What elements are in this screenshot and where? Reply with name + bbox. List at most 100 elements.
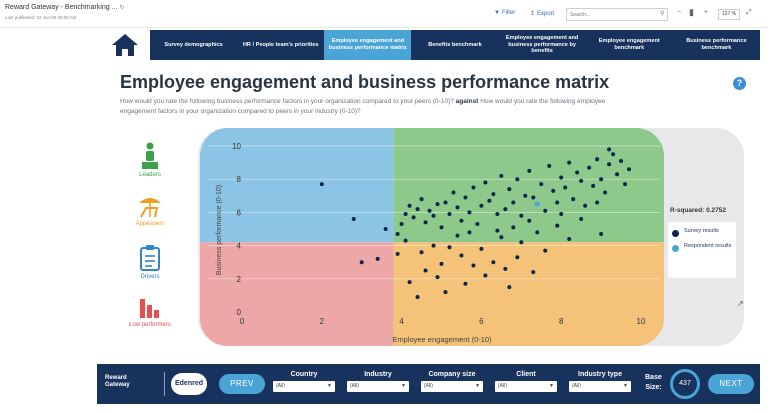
survey-point [531,270,536,275]
y-tick-label: 4 [237,242,242,251]
survey-point [515,177,520,182]
plus-icon[interactable]: + [704,9,709,16]
survey-point [487,198,492,203]
survey-point [319,182,324,187]
export-button[interactable]: ↥ Export [530,10,554,17]
search-icon[interactable]: ⚲ [660,11,665,17]
filter-label: Company size [428,371,476,378]
tab-engagement-performance-matrix[interactable]: Employee engagement and business perform… [324,30,412,60]
survey-point [543,248,548,253]
page-title: Employee engagement and business perform… [120,72,610,92]
tab-business-performance-benchmark[interactable]: Business performance benchmark [686,38,747,51]
survey-point [463,281,468,286]
tab-engagement-benchmark[interactable]: Employee engagement benchmark [598,38,660,51]
survey-point [411,215,416,220]
leader-podium-icon [142,142,158,169]
search-input[interactable] [566,8,668,21]
edenred-logo: Edenred [171,373,207,395]
x-tick-label: 4 [399,317,404,326]
survey-point [607,147,612,152]
x-axis-label: Employee engagement (0-10) [392,335,492,344]
declining-bars-icon [140,299,159,318]
zoom-level[interactable]: 137 % [718,9,740,20]
home-button[interactable] [110,32,140,58]
client-select[interactable]: (All) ▼ [495,381,557,392]
logo-divider [164,372,165,396]
tab-hr-priorities[interactable]: HR / People team's priorities [242,41,319,48]
reward-gateway-logo: Reward Gateway [105,375,130,389]
filter-industry[interactable]: Industry (All) ▼ [347,371,409,392]
base-size-label: Base Size: [645,373,662,393]
survey-point [527,168,532,173]
survey-point [567,160,572,165]
filter-button[interactable]: ▼ Filter [494,10,515,16]
survey-point [459,218,464,223]
tab-benefits-benchmark[interactable]: Benefits benchmark [428,41,482,48]
survey-point [495,228,500,233]
survey-point [423,268,428,273]
survey-point [467,210,472,215]
survey-point [619,158,624,163]
company-size-select[interactable]: (All) ▼ [421,381,483,392]
brand-line-2: Gateway [105,382,130,388]
survey-point [543,208,548,213]
y-tick-label: 6 [237,208,242,217]
survey-point [403,212,408,217]
survey-point [475,222,480,227]
filter-label: Client [516,371,536,378]
home-icon [112,34,138,56]
select-value: (All) [276,383,285,389]
base-size-line-2: Size: [645,384,662,391]
survey-point [443,200,448,205]
app-subtitle: Last published: 02 Jun 09 09:00 AM [5,15,77,20]
survey-point [579,217,584,222]
x-tick-label: 10 [637,317,646,326]
industry-select[interactable]: (All) ▼ [347,381,409,392]
survey-point [383,227,388,231]
survey-point [507,187,512,192]
survey-point [567,236,572,241]
survey-point [479,246,484,251]
sync-icon[interactable]: ↻ [119,5,125,11]
minus-icon[interactable]: − [677,9,682,16]
help-icon[interactable]: ? [733,77,746,90]
y-tick-label: 10 [232,142,241,151]
next-button[interactable]: NEXT [708,374,754,394]
quadrant-top-right [393,128,664,243]
app-bar: Reward Gateway - Benchmarking ... ↻ Last … [0,0,768,28]
legend-respondent-results[interactable]: Respondent results [672,243,732,252]
chart-legend: Survey results Respondent results [668,222,736,278]
r-squared-label: R-squared: 0.2752 [670,207,726,214]
x-tick-label: 2 [320,317,325,326]
chevron-down-icon: ▼ [623,383,628,389]
tab-engagement-by-benefits[interactable]: Employee engagement and business perform… [505,34,579,55]
filter-client[interactable]: Client (All) ▼ [495,371,557,392]
survey-point [419,197,424,202]
filter-label: Country [290,371,318,378]
legend-survey-results[interactable]: Survey results [672,228,732,237]
survey-point [599,231,604,236]
subtitle-bold: against [455,98,479,105]
survey-point [535,230,540,235]
prev-button[interactable]: PREV [219,374,265,394]
filter-company-size[interactable]: Company size (All) ▼ [421,371,483,392]
survey-point [555,223,560,228]
survey-point [463,195,468,200]
filter-country[interactable]: Country (All) ▼ [273,371,335,392]
y-tick-label: 2 [237,275,242,284]
cursor-icon: ↗ [737,299,744,308]
beach-chair-icon [139,198,161,218]
country-select[interactable]: (All) ▼ [273,381,335,392]
survey-point [399,222,404,227]
survey-point [603,190,608,195]
zoom-slider-icon[interactable]: ▮ [689,7,694,17]
fullscreen-icon[interactable]: ⤢ [746,9,752,16]
tab-survey-demographics[interactable]: Survey demographics [164,41,223,48]
survey-point [503,207,508,212]
industry-type-select[interactable]: (All) ▼ [569,381,631,392]
subtitle-part-1: How would you rate the following busines… [120,98,454,105]
survey-point [471,263,476,268]
filter-industry-type[interactable]: Industry type (All) ▼ [569,371,631,392]
survey-point [587,165,592,170]
